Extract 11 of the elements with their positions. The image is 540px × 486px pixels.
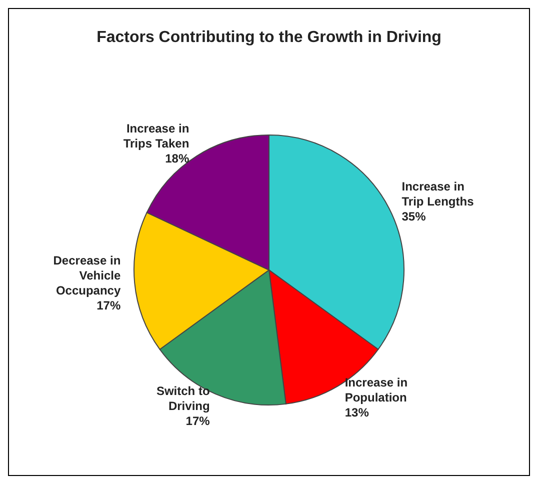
slice-label: Increase in Trips Taken	[123, 121, 190, 150]
data-label: 35%	[402, 210, 426, 224]
data-label: 17%	[186, 414, 210, 428]
data-label: 17%	[96, 298, 121, 313]
slice-label: Increase in Trip Lengths	[402, 180, 474, 209]
slice-label: Decrease in Vehicle Occupancy	[53, 254, 121, 298]
chart-title: Factors Contributing to the Growth in Driving	[96, 29, 442, 47]
slice-label: Increase in Population	[344, 375, 408, 404]
data-label: 18%	[165, 151, 190, 166]
slice-label: Switch to Driving	[156, 384, 210, 413]
data-label: 13%	[344, 405, 370, 420]
